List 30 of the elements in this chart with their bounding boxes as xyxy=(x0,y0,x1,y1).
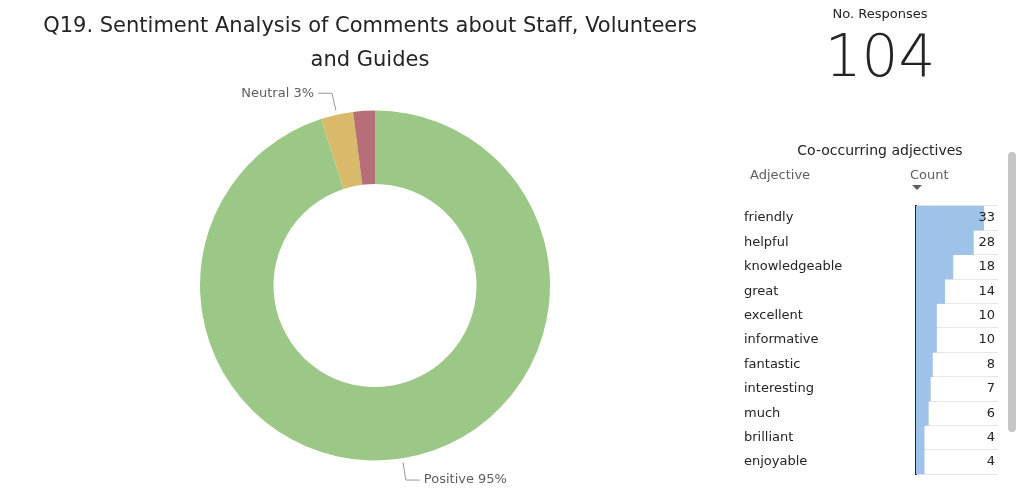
y-tick-label: great xyxy=(744,282,779,298)
y-axis-title: Adjective xyxy=(750,167,811,182)
y-tick-label: brilliant xyxy=(744,428,794,444)
y-tick-label: excellent xyxy=(744,306,803,322)
y-tick-label: friendly xyxy=(744,209,794,225)
data-label: 33 xyxy=(978,209,995,225)
y-tick-label: fantastic xyxy=(744,355,801,371)
data-label: 10 xyxy=(978,306,995,322)
data-label: 6 xyxy=(986,404,995,420)
data-label: 4 xyxy=(986,453,995,469)
slice-label: Positive 95% xyxy=(423,471,507,487)
data-label: 18 xyxy=(978,258,995,274)
chart-title: Co-occurring adjectives xyxy=(796,142,964,158)
y-tick-label: knowledgeable xyxy=(744,258,843,274)
y-tick-label: interesting xyxy=(744,380,814,396)
chart-title: Q19. Sentiment Analysis of Comments about Staff, Volunteers and Guides xyxy=(42,12,698,73)
y-tick-label: much xyxy=(744,404,781,420)
text: No. Responses xyxy=(831,6,929,21)
data-label: 4 xyxy=(986,428,995,444)
data-label: 28 xyxy=(978,233,995,249)
data-label: 8 xyxy=(986,355,995,371)
data-label: 14 xyxy=(978,282,995,298)
y-tick-label: enjoyable xyxy=(744,453,808,469)
y-tick-label: informative xyxy=(744,331,819,347)
y-tick-label: helpful xyxy=(744,233,789,249)
data-label: 7 xyxy=(986,380,995,396)
text: 104 xyxy=(823,21,937,91)
x-axis-title: Count xyxy=(910,167,949,182)
slice-label: Neutral 3% xyxy=(241,84,315,100)
data-label: 10 xyxy=(978,331,995,347)
